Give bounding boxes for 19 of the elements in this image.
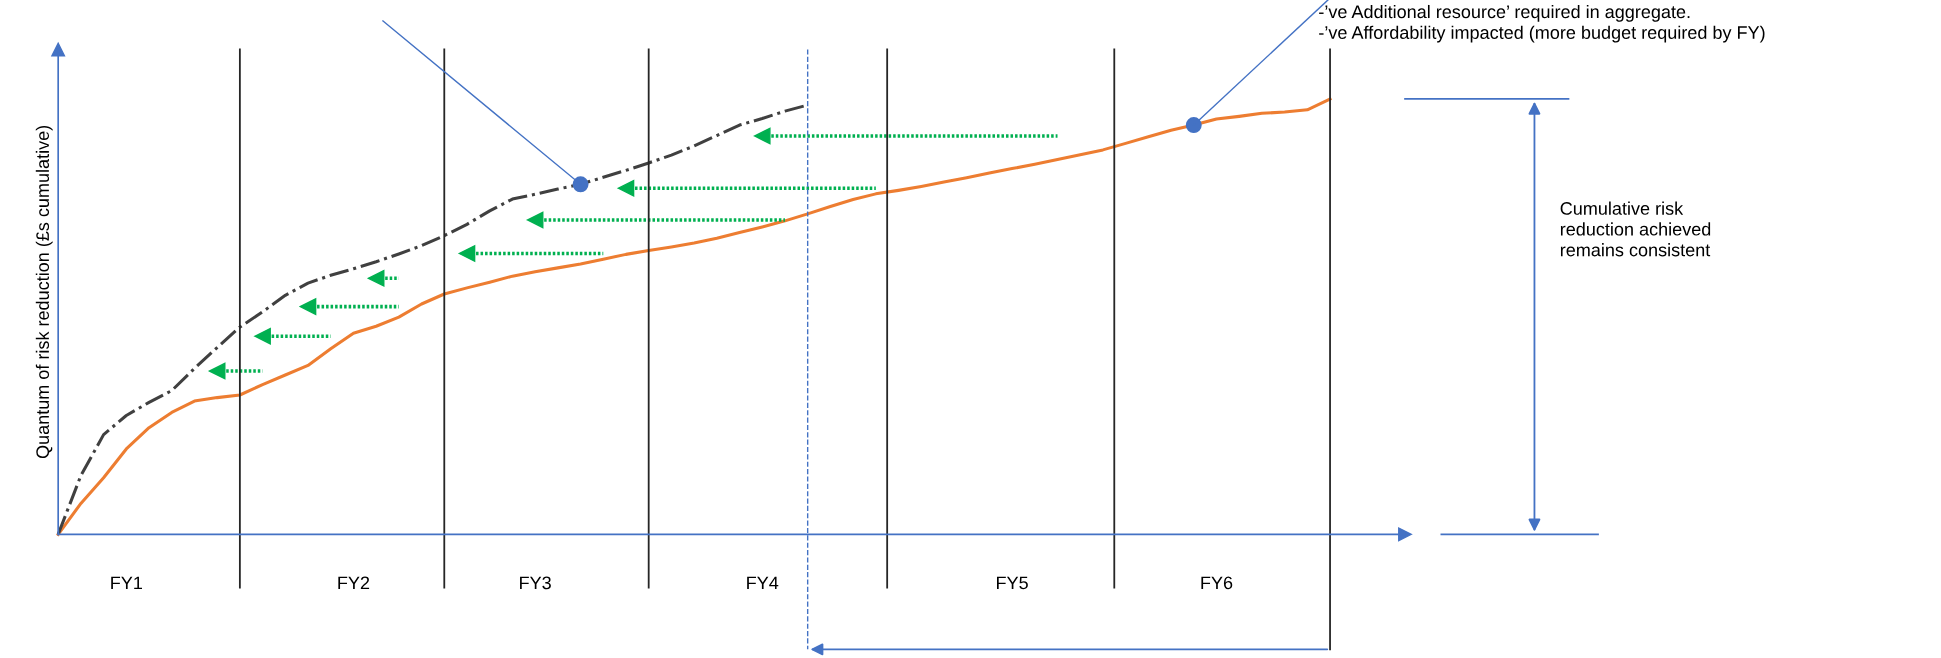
point: [753, 127, 771, 145]
text: Cumulative risk reduction achieved remains consistent: [1560, 201, 1711, 257]
point: [299, 298, 317, 315]
x-tick-label: FY5: [997, 576, 1028, 590]
text: -’ve Additional resource’ required in aggregate. -’ve Affordability impacted (more budget required by FY): [1319, 4, 1765, 43]
point: [254, 327, 271, 345]
point: [1185, 117, 1202, 134]
y-axis-title: Quantum of risk reduction (£s cumulative): [35, 125, 53, 459]
point: [208, 362, 226, 380]
point: [526, 211, 544, 229]
point: [572, 176, 589, 193]
x-tick-label: FY2: [338, 576, 370, 590]
x-tick-label: FY1: [111, 576, 142, 590]
x-tick-label: FY4: [747, 576, 779, 590]
point: [617, 179, 635, 197]
point: [458, 245, 476, 262]
x-tick-label: FY6: [1201, 576, 1233, 590]
point: [367, 269, 385, 287]
x-tick-label: FY3: [520, 576, 551, 590]
